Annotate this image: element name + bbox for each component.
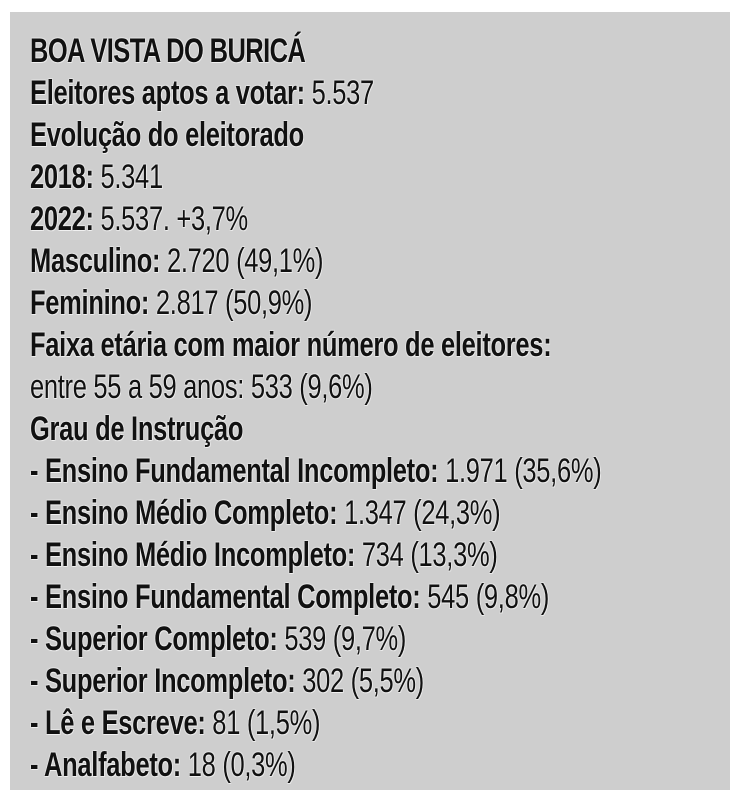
infobox-line: 2018: 5.341 <box>30 156 734 198</box>
line-value: entre 55 a 59 anos: 533 (9,6%) <box>30 368 373 406</box>
line-value: 5.537 <box>304 74 375 112</box>
infobox-line: Grau de Instrução <box>30 408 734 450</box>
infobox-line: - Ensino Fundamental Completo: 545 (9,8%… <box>30 576 734 618</box>
infobox-line: - Superior Completo: 539 (9,7%) <box>30 618 734 660</box>
line-value: 545 (9,8%) <box>420 578 550 616</box>
line-label: 2018: <box>30 158 94 196</box>
infobox-line: Feminino: 2.817 (50,9%) <box>30 282 734 324</box>
line-label: Feminino: <box>30 284 150 322</box>
infobox-line: Eleitores aptos a votar: 5.537 <box>30 72 734 114</box>
electoral-infobox-panel: BOA VISTA DO BURICÁ Eleitores aptos a vot… <box>10 12 730 790</box>
line-value: 81 (1,5%) <box>205 704 321 742</box>
line-value: 539 (9,7%) <box>277 620 407 658</box>
line-label: - Ensino Médio Completo: <box>30 494 338 532</box>
line-value: 2.817 (50,9%) <box>149 284 313 322</box>
line-label: - Analfabeto: <box>30 746 181 784</box>
line-value: 734 (13,3%) <box>355 536 498 574</box>
line-value: 2.720 (49,1%) <box>160 242 324 280</box>
infobox-line: Evolução do eleitorado <box>30 114 734 156</box>
infobox-line: - Superior Incompleto: 302 (5,5%) <box>30 660 734 702</box>
line-label: Grau de Instrução <box>30 410 244 448</box>
infobox-line: - Ensino Fundamental Incompleto: 1.971 (… <box>30 450 734 492</box>
line-label: Eleitores aptos a votar: <box>30 74 305 112</box>
infobox-line: 2022: 5.537. +3,7% <box>30 198 734 240</box>
line-label: BOA VISTA DO BURICÁ <box>30 32 306 70</box>
line-label: - Ensino Médio Incompleto: <box>30 536 356 574</box>
line-label: - Ensino Fundamental Incompleto: <box>30 452 439 490</box>
line-value: 18 (0,3%) <box>180 746 296 784</box>
line-value: 1.347 (24,3%) <box>337 494 501 532</box>
infobox-line: Masculino: 2.720 (49,1%) <box>30 240 734 282</box>
infobox-lines: BOA VISTA DO BURICÁ Eleitores aptos a vot… <box>30 30 734 786</box>
infobox-line: - Ensino Médio Completo: 1.347 (24,3%) <box>30 492 734 534</box>
infobox-line: - Lê e Escreve: 81 (1,5%) <box>30 702 734 744</box>
infobox-line: - Analfabeto: 18 (0,3%) <box>30 744 734 786</box>
line-value: 302 (5,5%) <box>295 662 424 700</box>
line-label: - Lê e Escreve: <box>30 704 206 742</box>
infobox-line: - Ensino Médio Incompleto: 734 (13,3%) <box>30 534 734 576</box>
infobox-title: BOA VISTA DO BURICÁ <box>30 30 734 72</box>
line-label: Masculino: <box>30 242 161 280</box>
infobox-line: entre 55 a 59 anos: 533 (9,6%) <box>30 366 734 408</box>
line-label: Faixa etária com maior número de eleitor… <box>30 326 552 364</box>
line-label: 2022: <box>30 200 94 238</box>
line-label: Evolução do eleitorado <box>30 116 304 154</box>
line-value: 1.971 (35,6%) <box>438 452 602 490</box>
line-value: 5.341 <box>93 158 164 196</box>
line-label: - Ensino Fundamental Completo: <box>30 578 421 616</box>
line-label: - Superior Completo: <box>30 620 278 658</box>
line-label: - Superior Incompleto: <box>30 662 296 700</box>
line-value: 5.537. +3,7% <box>93 200 249 238</box>
infobox-line: Faixa etária com maior número de eleitor… <box>30 324 734 366</box>
